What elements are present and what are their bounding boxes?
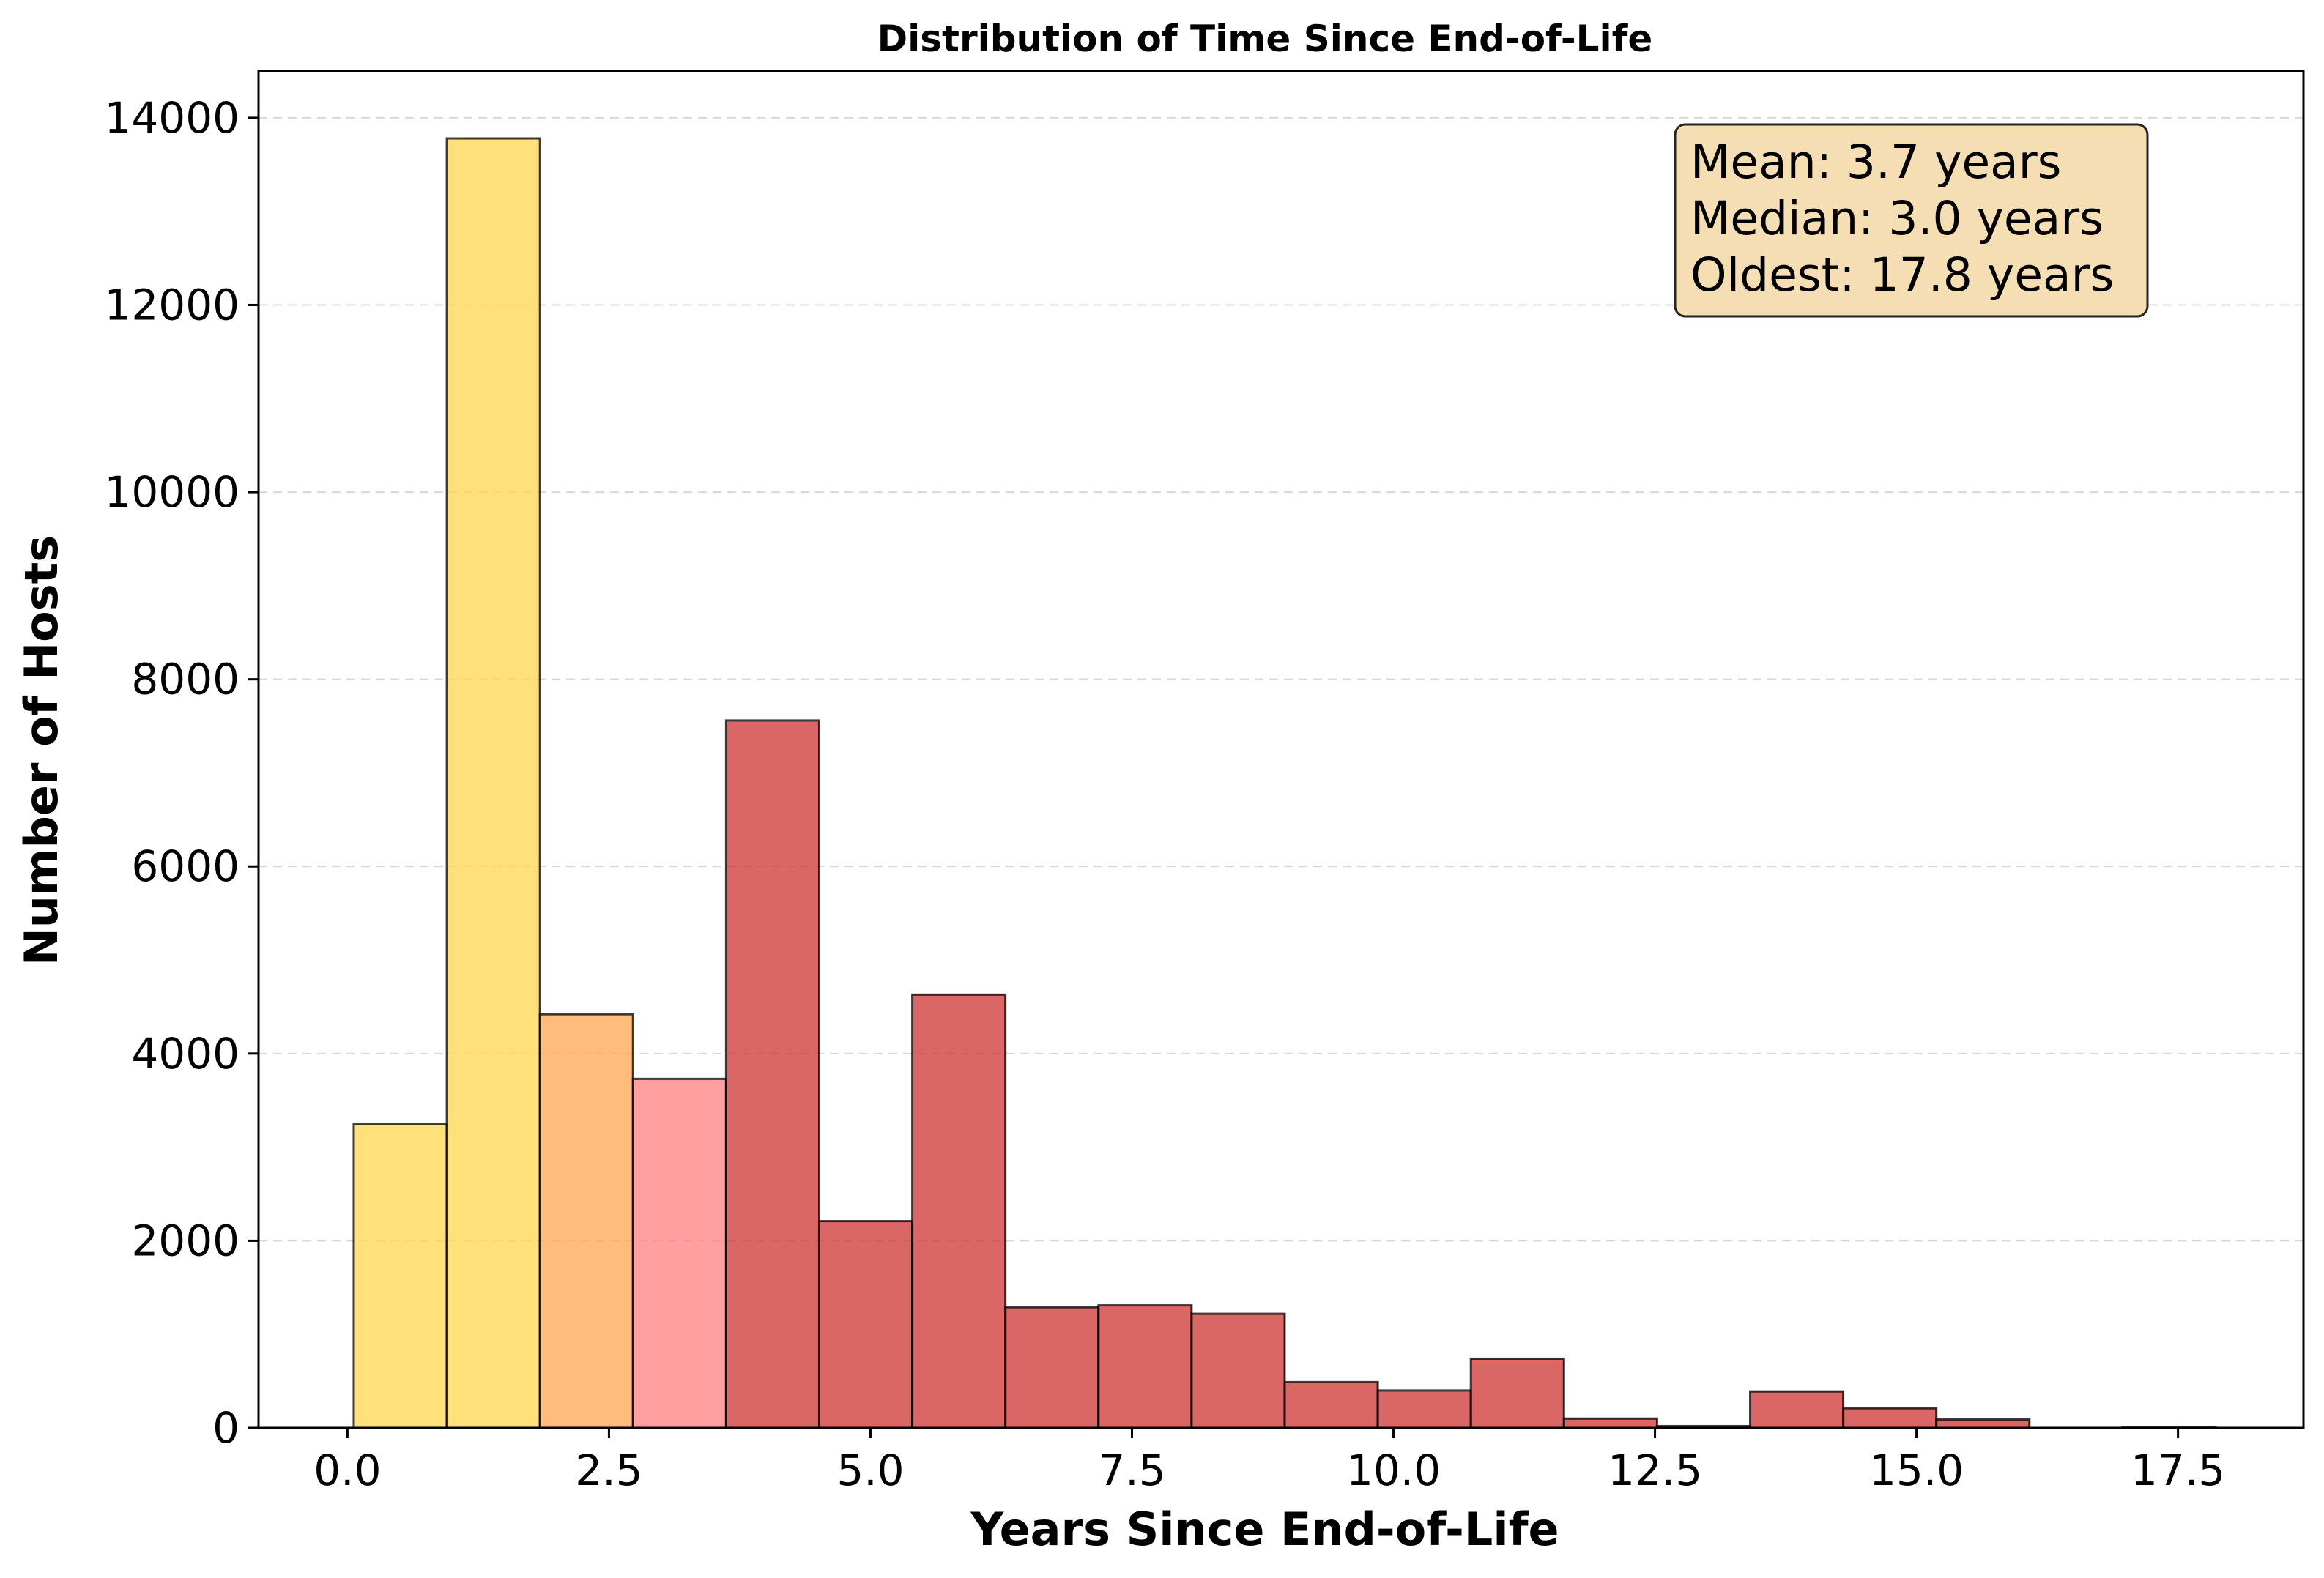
histogram-bar bbox=[1749, 1390, 1845, 1429]
y-tick-label: 10000 bbox=[104, 467, 240, 517]
y-tick-label: 14000 bbox=[104, 93, 240, 143]
y-tick-label: 4000 bbox=[131, 1029, 240, 1079]
plot-frame bbox=[257, 70, 2305, 1429]
x-tick-label: 0.0 bbox=[313, 1445, 381, 1495]
x-tick-label: 7.5 bbox=[1098, 1445, 1165, 1495]
histogram-bar bbox=[1376, 1389, 1472, 1429]
histogram-bar bbox=[1283, 1380, 1379, 1429]
histogram-bar bbox=[1469, 1357, 1565, 1429]
histogram-bar bbox=[352, 1123, 448, 1429]
histogram-bars bbox=[352, 137, 2217, 1429]
y-tick-label: 12000 bbox=[104, 280, 240, 330]
x-tick-label: 2.5 bbox=[575, 1445, 642, 1495]
x-tick-label: 10.0 bbox=[1346, 1445, 1441, 1495]
x-tick-label: 12.5 bbox=[1608, 1445, 1702, 1495]
chart-title: Distribution of Time Since End-of-Life bbox=[877, 18, 1653, 60]
histogram-bar bbox=[1842, 1407, 1938, 1429]
y-tick-label: 8000 bbox=[131, 655, 240, 704]
x-axis-label: Years Since End-of-Life bbox=[970, 1503, 1559, 1556]
y-axis-label: Number of Hosts bbox=[15, 535, 68, 966]
x-tick-label: 17.5 bbox=[2131, 1445, 2225, 1495]
x-axis-ticks: 0.0 2.5 5.0 7.5 10.0 12.5 15.0 17.5 bbox=[313, 1428, 2225, 1495]
histogram-bar bbox=[631, 1077, 727, 1429]
histogram-bar bbox=[817, 1220, 914, 1429]
histogram-bar bbox=[1097, 1304, 1193, 1429]
histogram-bar bbox=[1190, 1312, 1286, 1429]
histogram-bar bbox=[724, 719, 820, 1429]
y-tick-label: 2000 bbox=[131, 1216, 240, 1265]
histogram-bar bbox=[1562, 1417, 1658, 1429]
y-axis-ticks: 0 2000 4000 6000 8000 10000 12000 14000 bbox=[104, 93, 259, 1453]
x-tick-label: 5.0 bbox=[836, 1445, 904, 1495]
stat-oldest: Oldest: 17.8 years bbox=[1690, 248, 2114, 302]
stat-mean: Mean: 3.7 years bbox=[1690, 135, 2062, 189]
y-tick-label: 6000 bbox=[131, 841, 240, 891]
histogram-bar bbox=[445, 137, 541, 1429]
histogram-bar bbox=[1004, 1306, 1100, 1429]
stat-median: Median: 3.0 years bbox=[1690, 192, 2104, 245]
histogram-bar bbox=[911, 993, 1007, 1429]
stats-box: Mean: 3.7 years Median: 3.0 years Oldest… bbox=[1674, 123, 2149, 318]
histogram-bar bbox=[1935, 1418, 2031, 1429]
histogram-bar bbox=[538, 1013, 634, 1429]
stats-box-background bbox=[1674, 123, 2149, 318]
x-tick-label: 15.0 bbox=[1869, 1445, 1964, 1495]
y-tick-label: 0 bbox=[212, 1403, 240, 1453]
